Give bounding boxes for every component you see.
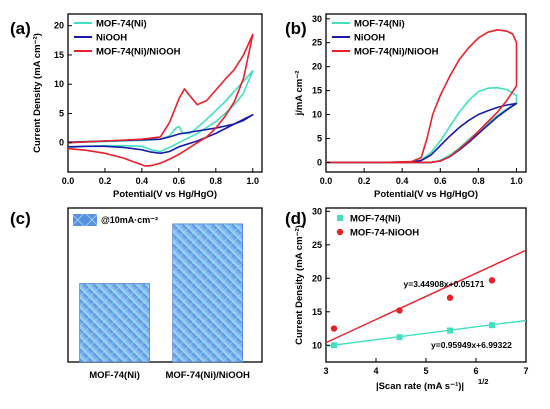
panel-label-c: (c) <box>10 209 31 228</box>
x-axis-label-superscript: 1/2 <box>478 377 488 386</box>
x-tick-label: 0.2 <box>358 176 371 186</box>
legend-label-1: MOF-74-NiOOH <box>350 228 419 239</box>
data-point-0 <box>331 342 337 349</box>
y-axis-label: j/mA cm⁻² <box>294 71 305 117</box>
data-point-0 <box>489 322 495 329</box>
x-tick-label: 7 <box>523 366 528 376</box>
legend-label-1: NiOOH <box>96 33 127 44</box>
x-tick-label: 6 <box>473 366 478 376</box>
panel-label-d: (d) <box>285 209 307 228</box>
series-line-1 <box>326 102 518 164</box>
data-point-0 <box>447 327 453 334</box>
plot-frame <box>67 207 263 363</box>
x-axis-label: Potential(V vs Hg/HgO) <box>374 189 478 200</box>
y-tick-label: 20 <box>54 21 64 31</box>
bar-category-label: MOF-74(Ni) <box>89 370 140 381</box>
x-axis-label: |Scan rate (mA s⁻¹)| <box>376 381 464 392</box>
plot-frame <box>67 13 263 173</box>
x-tick-label: 0.6 <box>434 176 447 186</box>
data-point-1 <box>330 325 338 332</box>
y-tick-label: 15 <box>312 307 322 317</box>
data-point-0 <box>396 334 403 341</box>
x-tick-label: 0.4 <box>136 176 149 186</box>
legend-label-2: MOF-74(Ni)/NiOOH <box>354 47 439 58</box>
bar-1 <box>172 223 243 363</box>
y-tick-label: 5 <box>317 133 322 143</box>
x-tick-label: 0.6 <box>173 176 186 186</box>
x-tick-label: 0.0 <box>320 176 333 186</box>
y-tick-label: 15 <box>54 50 64 60</box>
y-tick-label: 25 <box>312 38 322 48</box>
legend-label-1: NiOOH <box>354 33 385 44</box>
panel-label-b: (b) <box>285 19 307 38</box>
data-point-1 <box>488 277 496 284</box>
legend-swatch <box>73 214 97 226</box>
legend-marker-0 <box>337 215 343 221</box>
y-tick-label: 10 <box>312 110 322 120</box>
legend-label-2: MOF-74(Ni)/NiOOH <box>96 47 181 58</box>
y-tick-label: 0 <box>317 157 322 167</box>
panel-c-bar-chart: MOF-74(Ni) MOF-74(Ni)/NiOOH @10mA·cm⁻² <box>67 207 263 381</box>
y-tick-label: 20 <box>312 273 322 283</box>
y-tick-label: 0 <box>59 138 64 148</box>
y-tick-label: 25 <box>312 240 322 250</box>
x-tick-label: 5 <box>423 366 428 376</box>
x-tick-label: 0.2 <box>99 176 112 186</box>
y-tick-label: 10 <box>54 79 64 89</box>
y-tick-label: 10 <box>312 340 322 350</box>
x-tick-label: 3 <box>323 366 328 376</box>
series-line-0 <box>67 70 254 153</box>
y-axis-label: Current Density (mA cm⁻²) <box>32 33 43 153</box>
x-tick-label: 0.4 <box>396 176 409 186</box>
bar-0 <box>79 283 150 363</box>
x-tick-label: 1.0 <box>247 176 260 186</box>
panel-label-a: (a) <box>10 19 31 38</box>
x-tick-label: 0.8 <box>210 176 223 186</box>
panel-b-lsv-chart: 0.0 0.2 0.4 0.6 0.8 1.0 0 5 10 15 20 25 30 Potential(… <box>294 13 527 200</box>
panel-d-scatter-chart: MOF-74(Ni) MOF-74-NiOOH y=3.44908x+0.05171… <box>294 206 529 392</box>
panel-a-cv-chart: 0.0 0.2 0.4 0.6 0.8 1.0 0 5 10 15 20 Potential(V vs… <box>32 13 263 200</box>
legend-label-0: MOF-74(Ni) <box>354 19 405 30</box>
x-tick-label: 0.8 <box>472 176 485 186</box>
data-point-1 <box>446 294 454 301</box>
legend-marker-1 <box>336 228 344 236</box>
y-tick-label: 15 <box>312 86 322 96</box>
series-line-1 <box>67 113 254 155</box>
legend-label-0: MOF-74(Ni) <box>350 214 401 225</box>
series-line-2 <box>326 28 518 164</box>
fit-line-1 <box>325 249 527 344</box>
y-axis-label: Current Density (mA cm⁻²) <box>294 225 305 345</box>
y-tick-label: 5 <box>59 108 64 118</box>
x-tick-label: 4 <box>373 366 378 376</box>
fit-equation-cyan: y=0.95949x+6.99322 <box>431 340 512 350</box>
y-tick-label: 30 <box>312 206 322 216</box>
fit-equation-red: y=3.44908x+0.05171 <box>404 279 485 289</box>
legend-label: @10mA·cm⁻² <box>101 215 158 225</box>
x-tick-label: 1.0 <box>510 176 523 186</box>
bar-category-label: MOF-74(Ni)/NiOOH <box>165 370 250 381</box>
y-tick-label: 20 <box>312 62 322 72</box>
y-tick-label: 30 <box>312 14 322 24</box>
x-tick-label: 0.0 <box>62 176 75 186</box>
x-axis-label: Potential(V vs Hg/HgO) <box>113 189 217 200</box>
data-point-1 <box>396 307 403 314</box>
legend-label-0: MOF-74(Ni) <box>96 19 147 30</box>
plot-frame <box>325 13 527 173</box>
series-line-2 <box>67 33 254 167</box>
